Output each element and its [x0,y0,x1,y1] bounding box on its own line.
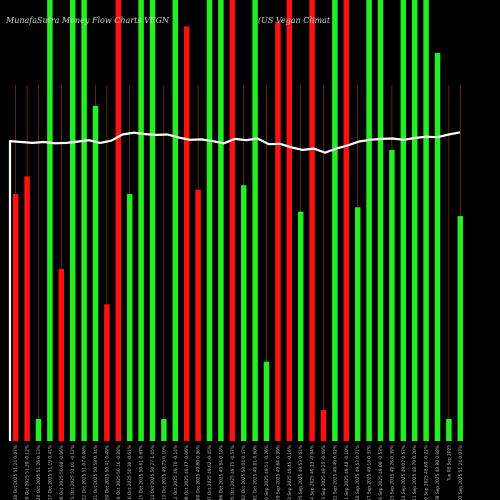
x-tick-label: Thu 01 Oct 2025 49.81 0.60% [253,445,259,500]
x-tick-label: Tue 22 Sep 2025 49.49 0.02% [332,445,338,500]
bar-down [12,194,19,441]
bar-up [252,0,258,441]
x-tick-label: Fri 30 Oct 2025 51.24 0.07% [13,445,19,500]
x-tick-label: Wed 28 Oct 2025 51.26 0.13% [36,445,42,500]
bar-up [377,0,384,441]
x-tick-label: Thu 29 Oct 2025 51.20 -0.12% [25,445,31,500]
bar-down [24,176,30,441]
bar-down [286,0,293,441]
bar-up [389,149,395,441]
chart-title-left: MunafaSutra Money Flow Charts VEGN [5,16,170,25]
bar-up [297,211,304,441]
bar-up [69,0,76,441]
x-tick-label: Fri 02 Oct 2025 50.04 0.47% [241,445,247,500]
x-tick-label: Fri 23 Oct 2025 51.01 -0.12% [70,445,76,500]
x-tick-label: Thu 15 Oct 2025 50.61 0.67% [139,445,145,500]
bar-up [434,52,441,442]
x-tick-label: Mon 05 Oct 2025 49.75 -0.57% [230,445,236,500]
bar-up [206,0,213,441]
x-tick-label: Thu 24 Sep 2025 49.23 -0.04% [310,445,316,500]
bar-up [35,418,42,441]
bar-down [309,0,315,441]
x-tick-label: Mon 21 Sep 2025 49.48 -0.10% [344,445,350,500]
x-tick-label: Fri 25 Sep 2025 49.53 0.61% [298,445,304,500]
x-tick-label: Thu 08 Oct 2025 49.80 0.36% [196,445,202,500]
x-tick-label: Wed 21 Oct 2025 50.58 0.34% [93,445,99,500]
bar-layer [12,0,464,442]
bar-down [58,269,65,441]
x-tick-label: Fri 09 Oct 2025 49.77 -0.06% [184,445,190,500]
x-tick-label: Fri 16 Oct 2025 50.30 -0.61% [127,445,133,500]
x-tick-label: Mon 12 Oct 2025 49.70 -0.14% [173,445,179,500]
x-tick-label: Mon 26 Oct 2025 50.98 -0.06% [59,445,65,500]
x-tick-label: Mon 14 Sep 2025 49.07 0.57% [401,445,407,500]
bar-up [126,194,133,441]
x-tick-label: Wed 07 Oct 2025 49.62 -0.45% [207,445,213,500]
bar-down [229,0,236,441]
x-tick-label: Mon 28 Sep 2025 49.45 -0.16% [287,445,293,500]
money-flow-line [8,131,461,441]
bar-up [366,0,372,441]
bar-up [47,0,53,441]
x-tick-label: Tue 20 Oct 2025 50.41 0.49% [104,445,110,500]
bar-up [240,185,247,441]
bar-up [354,207,361,441]
bar-up [457,216,464,441]
x-tick-label: Wed 30 Sep 2025 49.51 -0.26% [264,445,270,500]
x-tick-label: Thu 10 Sep 2025 48.69 -0.22% [424,445,430,500]
x-tick-label: Thu 22 Oct 2025 51.07 0.98% [82,445,88,500]
bar-up [218,0,224,441]
x-tick-label: Wed 09 Sep 2025 48.80 0.08% [435,445,441,500]
bar-down [115,0,122,441]
bar-down [343,0,350,441]
bar-up [423,0,429,441]
bar-down [195,189,201,441]
x-tick-label: Fri 11 Sep 2025 48.79 0.20% [412,445,418,500]
bar-down [104,304,110,441]
bar-up [400,0,407,441]
x-tick-label: Tue 29 Sep 2025 49.64 0.39% [275,445,281,500]
bar-up [81,0,87,441]
bar-up [411,0,418,441]
bar-up [138,0,144,441]
bar-up [92,105,99,441]
bar-up [263,361,270,441]
x-tick-label: Tue 08 Sep 2025 [446,445,452,482]
x-tick-label: Tue 27 Oct 2025 51.19 0.41% [47,445,53,500]
bar-up [172,0,179,441]
x-tick-label: Wed 23 Sep 2025 49.25 -0.49% [321,445,327,500]
x-tick-label: Thu 17 Sep 2025 49.18 0.37% [367,445,373,500]
x-tick-label: Tue 13 Oct 2025 49.75 0.10% [161,445,167,500]
x-tick-label: Wed 16 Sep 2025 49.00 -0.53% [378,445,384,500]
bar-up [149,0,156,441]
bar-up [446,418,452,441]
bar-down [183,26,190,442]
x-tick-labels: Fri 30 Oct 2025 51.24 0.07% Thu 29 Oct 20… [13,445,464,500]
x-tick-label: Wed 14 Oct 2025 50.27 1.05% [150,445,156,500]
x-tick-label: Tue 06 Oct 2025 49.84 0.18% [218,445,224,500]
bar-up [161,418,167,441]
bar-down [320,410,327,441]
x-tick-label: Tue 15 Sep 2025 49.26 0.39% [389,445,395,500]
chart-title-right: (US Vegan Climat [258,16,331,25]
x-tick-label: Mon 07 Sep 2025 51.24 0.07% [458,445,464,500]
x-tick-label: Fri 18 Sep 2025 49.53 0.71% [355,445,361,500]
line-layer [8,131,461,441]
bar-up [332,0,338,441]
bar-down [275,22,281,442]
x-tick-label: Mon 19 Oct 2025 50.16 -0.28% [116,445,122,500]
